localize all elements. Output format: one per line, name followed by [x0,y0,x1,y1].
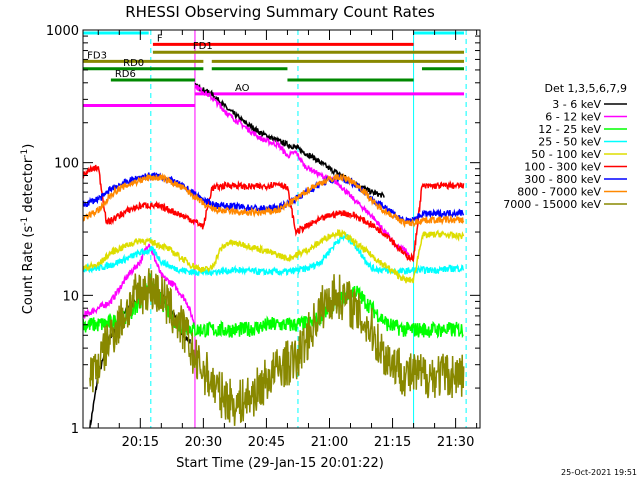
legend-label-3: 25 - 50 keV [538,136,601,149]
y-axis-label: Count Rate (s-1 detector-1) [20,144,36,315]
legend-label-8: 7000 - 15000 keV [503,198,601,211]
chart-title: RHESSI Observing Summary Count Rates [125,3,435,21]
legend-label-0: 3 - 6 keV [552,98,601,111]
flag-label-f: F [157,33,163,44]
legend-label-1: 6 - 12 keV [545,111,601,124]
series-line-4 [83,229,465,284]
flag-label-fd3: FD3 [87,50,107,61]
series-line-5 [83,164,465,263]
x-tick-label-1: 20:30 [185,435,222,450]
flag-label-rd0: RD0 [123,58,144,69]
plot-frame [82,29,481,429]
series-line-7 [83,172,465,229]
flag-label-n: N [123,22,130,33]
legend-label-2: 12 - 25 keV [538,123,601,136]
data-series [83,82,465,428]
legend-label-7: 800 - 7000 keV [517,186,601,199]
legend-label-5: 100 - 300 keV [524,161,601,174]
y-tick-label-3: 1000 [46,24,79,39]
legend-label-6: 300 - 800 keV [524,173,601,186]
legend-label-4: 50 - 100 keV [531,148,601,161]
flag-label-fd1: FD1 [193,41,213,52]
series-line-1-b [194,84,410,259]
series-line-3 [83,233,465,277]
y-tick-label-2: 100 [54,157,79,172]
x-tick-label-5: 21:30 [437,435,474,450]
x-tick-label-3: 21:00 [311,435,348,450]
x-tick-label-0: 20:15 [122,435,159,450]
legend-title: Det 1,3,5,6,7,9 [544,82,627,95]
x-tick-label-2: 20:45 [248,435,285,450]
timestamp: 25-Oct-2021 19:51 [561,468,637,477]
flag-label-ao: AO [235,83,250,94]
x-tick-label-4: 21:15 [374,435,411,450]
y-tick-label-1: 10 [62,289,79,304]
flag-label-rd6: RD6 [115,69,136,80]
series-line-8 [89,268,465,426]
series-line-1 [83,243,196,327]
series-line-0-b [194,82,385,198]
axis-ticks: 1 10 100 1000 20:15 20:30 20:45 21:00 21:15 21:30 [46,24,480,450]
y-tick-label-0: 1 [71,422,79,437]
x-axis-label: Start Time (29-Jan-15 20:01:22) [176,456,384,471]
